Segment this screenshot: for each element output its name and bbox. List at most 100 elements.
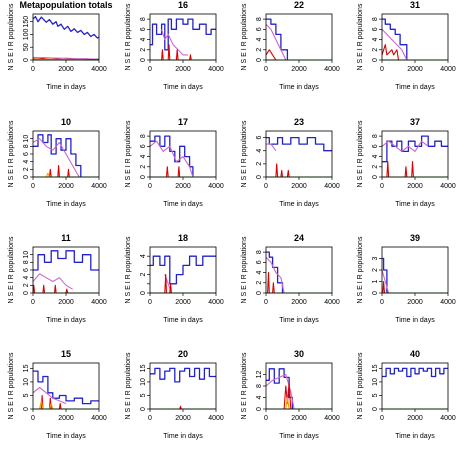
series-line (32, 386, 67, 405)
panel-23: 23 0 2000 4000 0 2 4 6 Time in days N S E I R pop… (241, 117, 340, 208)
x-tick-label: 2000 (291, 66, 307, 73)
x-axis-label: Time in days (46, 433, 86, 440)
series-line (382, 280, 386, 294)
series-line (266, 251, 284, 293)
x-axis-label: Time in days (163, 84, 203, 91)
y-tick-label: 8 (140, 17, 147, 21)
y-tick-label: 8 (23, 260, 30, 264)
y-tick-label: 4 (372, 155, 379, 159)
panel-31: 31 0 2000 4000 0 2 4 6 8 Time in days N S E I R po… (357, 0, 456, 91)
y-tick-label: 4 (372, 38, 379, 42)
panel-title: 31 (410, 0, 420, 10)
y-tick-label: 6 (256, 136, 263, 140)
y-axis-label: N S E I R populations (357, 120, 364, 187)
plot-frame (381, 130, 449, 178)
y-axis-label: N S E I R populations (8, 3, 15, 70)
y-tick-label: 10 (23, 251, 30, 259)
y-tick-label: 0 (256, 291, 263, 295)
y-axis-label: N S E I R populations (241, 120, 248, 187)
y-axis-label: N S E I R populations (8, 120, 15, 187)
panel-17: 17 0 2000 4000 0 2 4 6 8 Time in days N S E I R po… (125, 117, 224, 208)
x-axis-label: Time in days (395, 84, 435, 91)
panel-title: 40 (410, 349, 420, 359)
y-tick-label: 6 (140, 27, 147, 31)
x-axis-label: Time in days (163, 433, 203, 440)
y-tick-label: 8 (372, 134, 379, 138)
series-line (179, 405, 182, 410)
y-tick-label: 8 (256, 384, 263, 388)
series-line (283, 382, 292, 410)
panel-22: 22 0 2000 4000 0 2 4 6 8 Time in days N S E I R po… (241, 0, 340, 91)
y-tick-label: 4 (140, 254, 147, 258)
y-tick-label: 15 (23, 364, 30, 372)
y-tick-label: 8 (372, 17, 379, 21)
x-axis-label: Time in days (279, 201, 319, 208)
x-axis-label: Time in days (46, 317, 86, 324)
y-tick-label: 2 (140, 165, 147, 169)
y-tick-label: 10 (23, 378, 30, 386)
y-axis-label: N S E I R populations (357, 236, 364, 303)
x-tick-label: 2000 (175, 415, 191, 422)
x-tick-label: 2000 (291, 299, 307, 306)
x-tick-label: 4000 (440, 66, 456, 73)
x-tick-label: 0 (380, 415, 384, 422)
x-tick-label: 0 (148, 66, 152, 73)
y-axis-label: N S E I R populations (357, 3, 364, 70)
series-line (381, 140, 429, 152)
y-axis-label: N S E I R populations (241, 236, 248, 303)
panel-title: 10 (61, 117, 71, 127)
series-line (267, 272, 275, 294)
y-tick-label: 6 (140, 144, 147, 148)
y-tick-label: 8 (256, 250, 263, 254)
x-tick-label: 2000 (58, 415, 74, 422)
series-line (150, 255, 216, 285)
series-line (33, 370, 99, 405)
x-tick-label: 4000 (324, 66, 340, 73)
x-tick-label: 4000 (440, 183, 456, 190)
x-axis-label: Time in days (395, 317, 435, 324)
y-tick-label: 0 (23, 407, 30, 411)
panel-40: 40 0 2000 4000 0 5 10 15 Time in days N S E I R p… (357, 349, 456, 440)
x-tick-label: 0 (380, 183, 384, 190)
y-tick-label: 0 (140, 407, 147, 411)
y-tick-label: 5 (372, 393, 379, 397)
x-tick-label: 4000 (324, 415, 340, 422)
x-tick-label: 0 (148, 183, 152, 190)
panel-title: 15 (61, 349, 71, 359)
y-tick-label: 15 (372, 364, 379, 372)
series-line (32, 284, 69, 294)
x-tick-label: 0 (148, 299, 152, 306)
x-tick-label: 0 (264, 183, 268, 190)
plot-frame (265, 246, 333, 294)
x-tick-label: 0 (264, 66, 268, 73)
x-axis-label: Time in days (46, 84, 86, 91)
x-tick-label: 0 (31, 66, 35, 73)
series-line (48, 164, 70, 178)
x-tick-label: 2000 (58, 66, 74, 73)
panel-title: 37 (410, 117, 420, 127)
y-tick-label: 0 (372, 407, 379, 411)
series-line (266, 143, 277, 152)
y-axis-label: N S E I R populations (241, 3, 248, 70)
plot-frame (265, 13, 333, 61)
series-line (33, 134, 82, 177)
y-tick-label: 2 (256, 48, 263, 52)
x-tick-label: 2000 (175, 299, 191, 306)
y-tick-label: 4 (140, 38, 147, 42)
y-tick-label: 2 (23, 167, 30, 171)
panel-15: 15 0 2000 4000 0 5 10 15 Time in days N S E I R p… (8, 349, 107, 440)
x-tick-label: 0 (264, 299, 268, 306)
series-line (381, 44, 400, 61)
panel-30: 30 0 2000 4000 0 4 8 12 Time in days N S E I R po… (241, 349, 340, 440)
y-tick-label: 10 (372, 378, 379, 386)
panel-16: 16 0 2000 4000 0 2 4 6 8 Time in days N S E I R po… (125, 0, 224, 91)
y-tick-label: 0 (372, 58, 379, 62)
x-tick-label: 2000 (175, 183, 191, 190)
panel-18: 18 0 2000 4000 0 2 4 Time in days N S E I R popu… (125, 233, 224, 324)
x-axis-label: Time in days (395, 433, 435, 440)
panel-20: 20 0 2000 4000 0 5 10 15 Time in days N S E I R p… (125, 349, 224, 440)
x-tick-label: 4000 (91, 299, 107, 306)
series-line (266, 136, 332, 152)
series-line (33, 250, 99, 271)
